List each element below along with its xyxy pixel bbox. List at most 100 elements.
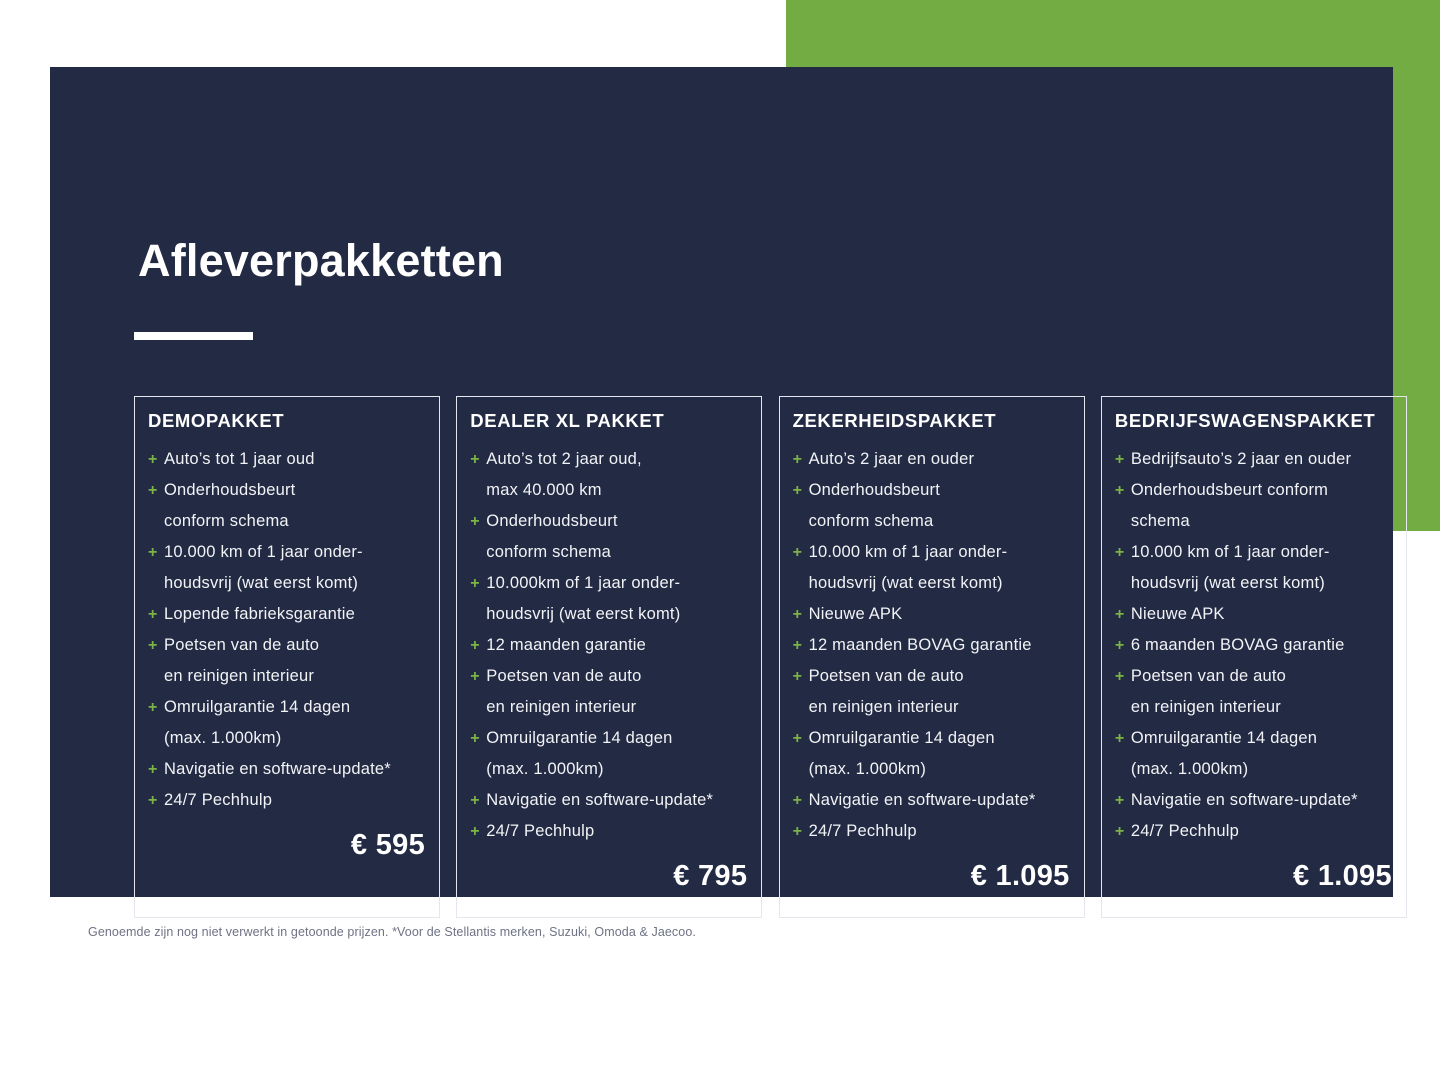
package-item: + Navigatie en software-update* (793, 785, 1070, 816)
package-item-text: 6 maanden BOVAG garantie (1130, 636, 1345, 654)
package-item-text: Poetsen van de auto en reinigen interieu… (1130, 667, 1287, 716)
plus-icon: + (792, 730, 802, 747)
package-item: + Nieuwe APK (1115, 599, 1392, 630)
package-item-text: Omruilgarantie 14 dagen (max. 1.000km) (486, 729, 673, 778)
plus-icon: + (148, 606, 158, 623)
plus-icon: + (1114, 823, 1125, 840)
title-underline (134, 332, 253, 340)
package-item-text: 24/7 Pechhulp (808, 822, 917, 840)
plus-icon: + (470, 730, 480, 747)
plus-icon: + (1114, 544, 1125, 561)
plus-icon: + (792, 451, 802, 468)
plus-icon: + (148, 451, 158, 468)
package-item: +12 maanden BOVAG garantie (793, 630, 1070, 661)
plus-icon: + (1114, 668, 1125, 685)
plus-icon: + (792, 792, 802, 809)
plus-icon: + (148, 637, 158, 654)
package-item: + Poetsen van de auto en reinigen interie… (1115, 661, 1392, 723)
plus-icon: + (792, 482, 802, 499)
package-item: +10.000 km of 1 jaar onder- houdsvrij (w… (1115, 537, 1392, 599)
package-item-text: Navigatie en software-update* (1130, 791, 1358, 809)
package-item-text: Auto’s tot 1 jaar oud (164, 450, 315, 468)
package-item: + Nieuwe APK (793, 599, 1070, 630)
plus-icon: + (792, 823, 802, 840)
package-item: + Omruilgarantie 14 dagen (max. 1.000km) (793, 723, 1070, 785)
plus-icon: + (470, 451, 480, 468)
plus-icon: + (148, 792, 158, 809)
package-item: +24/7 Pechhulp (148, 785, 425, 816)
packages-row: DEMOPAKKET + Auto’s tot 1 jaar oud + Onderh… (134, 396, 1409, 918)
plus-icon: + (470, 513, 480, 530)
package-price: € 795 (673, 860, 748, 892)
plus-icon: + (1114, 792, 1125, 809)
package-item-text: Auto’s tot 2 jaar oud, max 40.000 km (486, 450, 642, 499)
plus-icon: + (1114, 606, 1125, 623)
plus-icon: + (470, 668, 480, 685)
package-item-text: Bedrijfsauto’s 2 jaar en ouder (1130, 450, 1352, 468)
package-item: + Lopende fabrieksgarantie (148, 599, 425, 630)
package-item-text: Nieuwe APK (1130, 605, 1225, 623)
package-title: DEALER XL PAKKET (470, 410, 665, 431)
package-card-bedrijfswagenspakket: BEDRIJFSWAGENSPAKKET + Bedrijfsauto’s 2 j… (1100, 396, 1407, 918)
package-item: +10.000km of 1 jaar onder- houdsvrij (wa… (470, 568, 747, 630)
plus-icon: + (792, 606, 802, 623)
page-title: Afleverpakketten (138, 235, 504, 286)
package-item: + Auto’s 2 jaar en ouder (793, 444, 1070, 475)
package-item: +10.000 km of 1 jaar onder- houdsvrij (w… (793, 537, 1070, 599)
plus-icon: + (792, 544, 802, 561)
package-item: + Bedrijfsauto’s 2 jaar en ouder (1115, 444, 1392, 475)
footnote: Genoemde zijn nog niet verwerkt in getoo… (88, 925, 696, 939)
package-item: +24/7 Pechhulp (1115, 816, 1392, 847)
plus-icon: + (470, 823, 480, 840)
package-item-text: Onderhoudsbeurt conform schema (486, 512, 618, 561)
package-item-text: Onderhoudsbeurt conform schema (808, 481, 941, 530)
package-item-text: Navigatie en software-update* (164, 760, 391, 778)
plus-icon: + (148, 699, 158, 716)
package-title: ZEKERHEIDSPAKKET (792, 410, 997, 431)
package-item-text: Navigatie en software-update* (486, 791, 714, 809)
package-item-text: Nieuwe APK (808, 605, 903, 623)
package-item: +6 maanden BOVAG garantie (1115, 630, 1392, 661)
package-item-text: Omruilgarantie 14 dagen (max. 1.000km) (1130, 729, 1318, 778)
plus-icon: + (470, 575, 480, 592)
package-feature-list: + Auto’s 2 jaar en ouder + Onderhoudsbeurt … (793, 444, 1070, 847)
package-item-text: Auto’s 2 jaar en ouder (808, 450, 975, 468)
package-item-text: 10.000 km of 1 jaar onder- houdsvrij (wa… (808, 543, 1008, 592)
package-item: + Poetsen van de auto en reinigen interie… (148, 630, 425, 692)
package-card-dealer-xl: DEALER XL PAKKET + Auto’s tot 2 jaar oud,… (456, 396, 763, 918)
package-item: +24/7 Pechhulp (793, 816, 1070, 847)
package-item: +10.000 km of 1 jaar onder- houdsvrij (w… (148, 537, 425, 599)
package-item: +24/7 Pechhulp (470, 816, 747, 847)
package-item: + Navigatie en software-update* (1115, 785, 1392, 816)
package-item: + Onderhoudsbeurt conform schema (148, 475, 425, 537)
package-card-demopakket: DEMOPAKKET + Auto’s tot 1 jaar oud + Onderh… (134, 396, 440, 918)
package-item-text: Poetsen van de auto en reinigen interieu… (164, 636, 320, 685)
package-item: + Navigatie en software-update* (148, 754, 425, 785)
package-item-text: 10.000 km of 1 jaar onder- houdsvrij (wa… (164, 543, 363, 592)
package-price: € 1.095 (1293, 860, 1392, 892)
package-item-text: 24/7 Pechhulp (1130, 822, 1239, 840)
package-item: + Poetsen van de auto en reinigen interie… (793, 661, 1070, 723)
package-item: + Navigatie en software-update* (470, 785, 747, 816)
plus-icon: + (148, 761, 158, 778)
package-feature-list: + Auto’s tot 2 jaar oud, max 40.000 km + On… (470, 444, 747, 847)
package-item-text: Navigatie en software-update* (808, 791, 1036, 809)
package-item: + Omruilgarantie 14 dagen (max. 1.000km) (470, 723, 747, 785)
package-price: € 595 (350, 829, 425, 861)
plus-icon: + (1114, 637, 1125, 654)
package-title: DEMOPAKKET (148, 410, 285, 431)
content-panel: Afleverpakketten DEMOPAKKET + Auto’s tot … (50, 67, 1407, 918)
package-item: + Omruilgarantie 14 dagen (max. 1.000km) (148, 692, 425, 754)
package-feature-list: + Auto’s tot 1 jaar oud + Onderhoudsbeurt c… (148, 444, 425, 816)
package-item: + Auto’s tot 1 jaar oud (148, 444, 425, 475)
package-title: BEDRIJFSWAGENSPAKKET (1114, 410, 1376, 431)
plus-icon: + (1114, 730, 1125, 747)
plus-icon: + (470, 637, 480, 654)
package-item: + Poetsen van de auto en reinigen interie… (470, 661, 747, 723)
package-item-text: 12 maanden garantie (486, 636, 647, 654)
package-item-text: 10.000 km of 1 jaar onder- houdsvrij (wa… (1130, 543, 1330, 592)
package-item: + Omruilgarantie 14 dagen (max. 1.000km) (1115, 723, 1392, 785)
plus-icon: + (792, 668, 802, 685)
package-item-text: Omruilgarantie 14 dagen (max. 1.000km) (164, 698, 351, 747)
plus-icon: + (1114, 451, 1125, 468)
